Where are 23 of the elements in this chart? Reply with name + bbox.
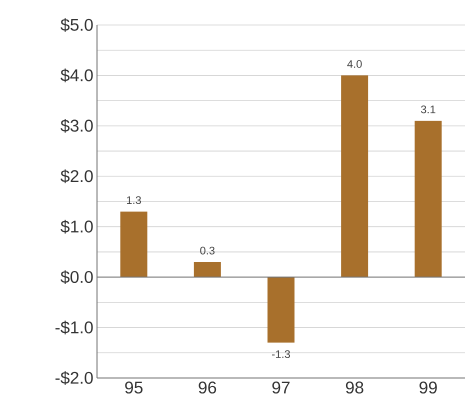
x-tick-label: 95 (125, 382, 143, 394)
bar (268, 277, 294, 343)
bar (414, 120, 442, 278)
x-tick-label: 96 (198, 382, 216, 394)
bar (341, 75, 368, 278)
x-tick-label: 99 (420, 382, 437, 394)
y-tick-label: $5.0 (60, 18, 93, 32)
y-tick-label: -$2.0 (55, 371, 93, 385)
data-label: 4.0 (347, 60, 362, 68)
y-tick-label: $2.0 (60, 169, 93, 184)
x-tick-label: 97 (272, 382, 290, 394)
data-label: 1.3 (126, 196, 141, 204)
y-tick-label: -$1.0 (55, 320, 93, 334)
data-label: 0.3 (200, 246, 215, 254)
y-tick-label: $0.0 (60, 270, 93, 284)
y-tick-label: $1.0 (60, 220, 93, 234)
y-tick-label: $4.0 (60, 68, 93, 82)
y-tick-label: $3.0 (60, 118, 93, 133)
data-label: -1.3 (272, 350, 290, 358)
data-label: 3.1 (420, 106, 436, 114)
bar (194, 262, 221, 278)
x-tick-label: 98 (346, 382, 364, 394)
bar (120, 212, 148, 278)
